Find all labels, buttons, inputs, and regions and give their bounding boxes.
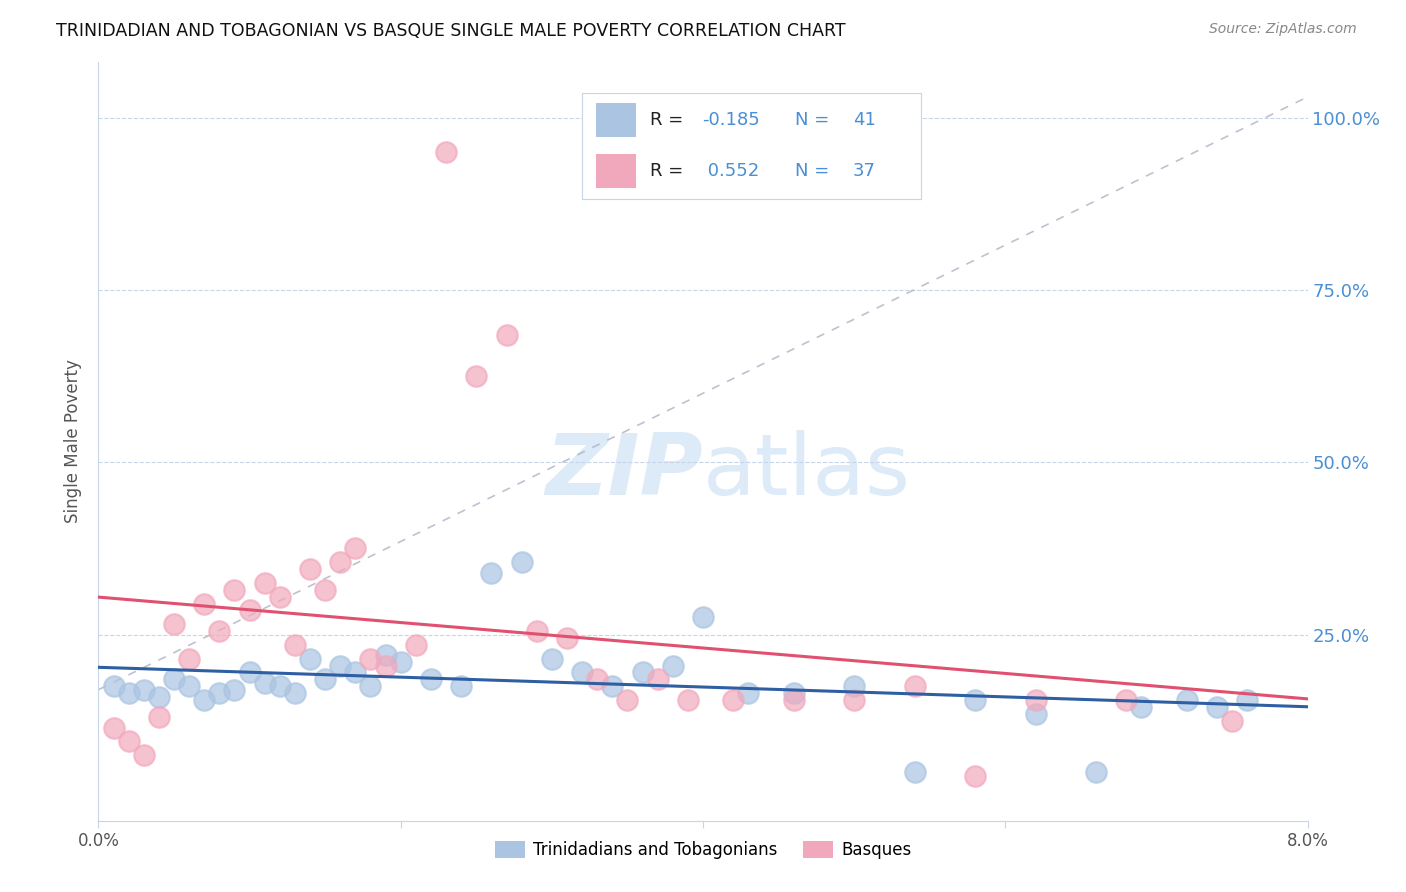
Point: [631, 665, 654, 680]
Point: [253, 675, 276, 690]
Point: [450, 679, 472, 693]
Point: [1115, 693, 1137, 707]
Point: [495, 327, 517, 342]
Point: [844, 679, 866, 693]
Point: [193, 597, 215, 611]
Point: [239, 665, 262, 680]
Point: [329, 658, 352, 673]
Point: [148, 690, 170, 704]
Point: [329, 555, 352, 569]
Point: [193, 693, 215, 707]
Point: [1175, 693, 1198, 707]
Point: [179, 651, 201, 665]
Point: [676, 693, 699, 707]
Point: [723, 693, 745, 707]
Point: [1025, 706, 1047, 721]
Point: [420, 673, 443, 687]
Point: [360, 651, 382, 665]
Point: [783, 686, 806, 700]
Point: [965, 769, 987, 783]
Point: [132, 748, 155, 763]
Point: [510, 555, 533, 569]
Point: [148, 710, 170, 724]
Text: ZIP: ZIP: [546, 430, 703, 514]
Point: [299, 651, 322, 665]
Point: [405, 638, 427, 652]
Point: [314, 582, 336, 597]
Point: [965, 693, 987, 707]
Point: [103, 679, 125, 693]
Point: [118, 686, 141, 700]
Point: [481, 566, 503, 580]
Point: [737, 686, 759, 700]
Point: [904, 679, 927, 693]
Point: [208, 686, 231, 700]
Point: [783, 693, 806, 707]
Point: [179, 679, 201, 693]
Point: [253, 575, 276, 590]
Y-axis label: Single Male Poverty: Single Male Poverty: [65, 359, 83, 524]
Point: [1085, 765, 1108, 780]
Point: [1130, 699, 1153, 714]
Point: [344, 665, 367, 680]
Point: [602, 679, 624, 693]
Point: [844, 693, 866, 707]
Point: [692, 610, 714, 624]
Point: [360, 679, 382, 693]
Point: [571, 665, 593, 680]
Point: [132, 682, 155, 697]
Point: [284, 638, 307, 652]
Point: [344, 541, 367, 556]
Text: atlas: atlas: [703, 430, 911, 514]
Text: TRINIDADIAN AND TOBAGONIAN VS BASQUE SINGLE MALE POVERTY CORRELATION CHART: TRINIDADIAN AND TOBAGONIAN VS BASQUE SIN…: [56, 22, 846, 40]
Point: [1220, 714, 1243, 728]
Point: [224, 682, 246, 697]
Point: [299, 562, 322, 576]
Point: [284, 686, 307, 700]
Point: [103, 721, 125, 735]
Point: [1206, 699, 1229, 714]
Point: [586, 673, 609, 687]
Point: [526, 624, 548, 639]
Point: [904, 765, 927, 780]
Point: [465, 369, 488, 384]
Point: [269, 679, 291, 693]
Point: [540, 651, 562, 665]
Text: Source: ZipAtlas.com: Source: ZipAtlas.com: [1209, 22, 1357, 37]
Point: [374, 658, 396, 673]
Point: [374, 648, 396, 663]
Point: [434, 145, 457, 159]
Point: [616, 693, 638, 707]
Point: [1236, 693, 1258, 707]
Point: [314, 673, 336, 687]
Point: [163, 673, 186, 687]
Point: [661, 658, 683, 673]
Point: [555, 631, 578, 645]
Point: [647, 673, 669, 687]
Point: [239, 603, 262, 617]
Point: [224, 582, 246, 597]
Legend: Trinidadians and Tobagonians, Basques: Trinidadians and Tobagonians, Basques: [488, 834, 918, 865]
Point: [118, 734, 141, 748]
Point: [163, 617, 186, 632]
Point: [269, 590, 291, 604]
Point: [208, 624, 231, 639]
Point: [1025, 693, 1047, 707]
Point: [389, 655, 412, 669]
